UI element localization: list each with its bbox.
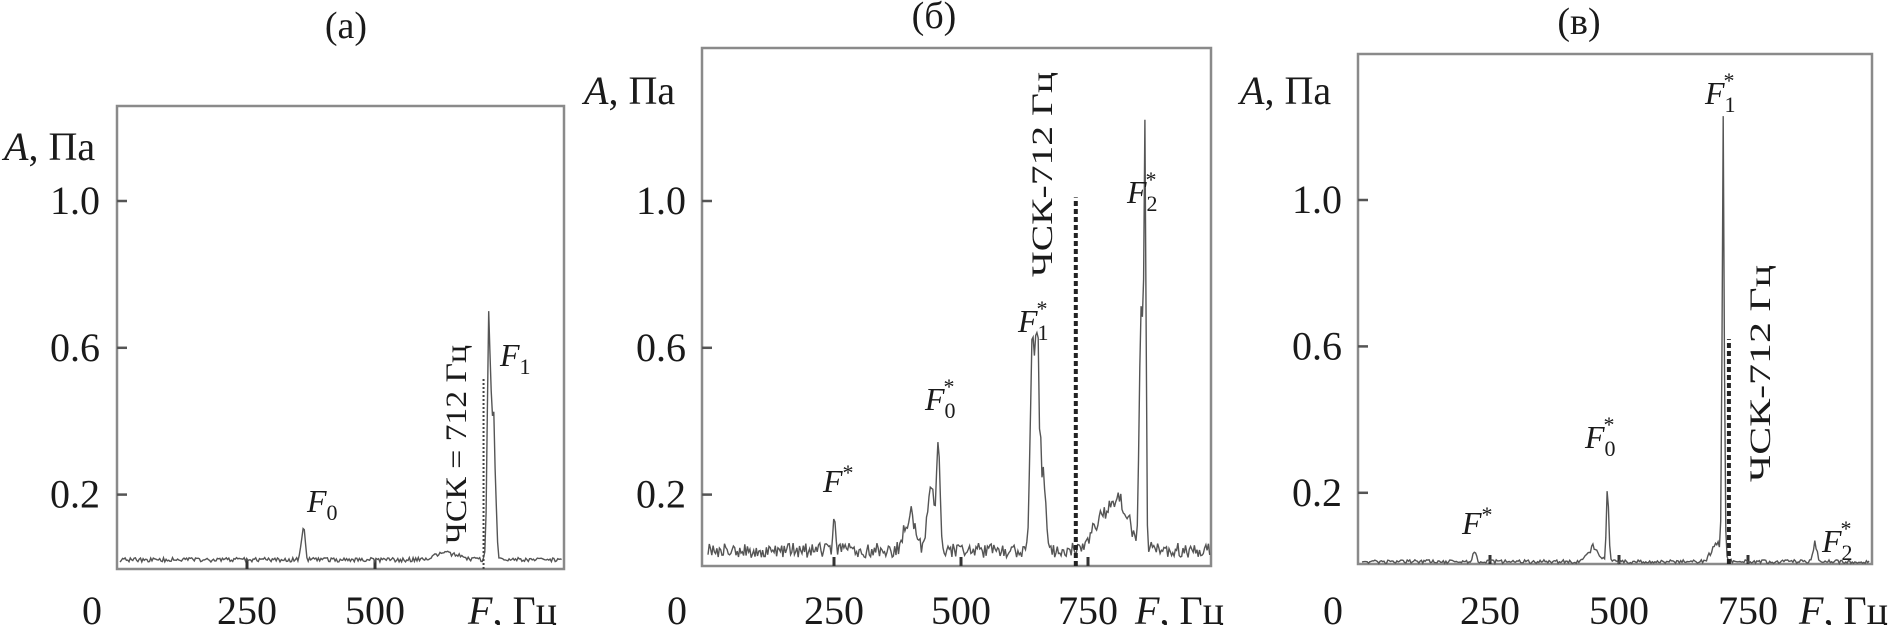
- chsk-marker-label: ЧСК-712 Гц: [1026, 72, 1059, 277]
- x-axis-label: F, Гц: [467, 588, 557, 625]
- peak-label-sup: *: [1037, 296, 1048, 321]
- x-axis-unit: , Гц: [1823, 588, 1888, 625]
- peak-label-base: F: [1461, 505, 1482, 541]
- y-axis-unit: , Па: [28, 124, 95, 169]
- origin-label: 0: [667, 588, 687, 625]
- peak-label-base: F: [924, 381, 945, 417]
- peak-label-base: F: [1821, 523, 1842, 559]
- peak-label-sup: *: [944, 374, 955, 399]
- peak-label-sub: 0: [945, 398, 956, 423]
- x-tick-label: 250: [217, 588, 277, 625]
- peak-label-base: F: [822, 463, 843, 499]
- y-tick-label: 1.0: [50, 178, 100, 223]
- peak-label-sub: 2: [1147, 191, 1158, 216]
- x-axis-label: F, Гц: [1798, 588, 1888, 625]
- peak-label: F0: [306, 483, 338, 525]
- peak-label: F2*: [1821, 516, 1853, 565]
- peak-label-sub: 1: [1038, 320, 1049, 345]
- y-axis-var: A: [1237, 68, 1265, 113]
- x-axis-var: F: [1134, 588, 1160, 625]
- peak-label-base: F: [1584, 419, 1605, 455]
- x-tick-label: 250: [1460, 588, 1520, 625]
- x-tick-label: 500: [345, 588, 405, 625]
- peak-label-sub: 1: [520, 354, 531, 379]
- panel-2: (в)A, Па1.00.60.20 250 500 750 F, ГцЧСК-712 …: [1237, 1, 1888, 625]
- peak-label-sup: *: [843, 460, 854, 485]
- peak-label: F1*: [1704, 68, 1736, 117]
- chsk-marker-label: ЧСК-712 Гц: [1744, 265, 1777, 482]
- plot-frame: [700, 46, 1213, 568]
- x-axis-unit: , Гц: [492, 588, 557, 625]
- y-tick-label: 0.6: [50, 325, 100, 370]
- peak-label-base: F: [1126, 174, 1147, 210]
- y-axis-var: A: [1, 124, 29, 169]
- x-axis-var: F: [467, 588, 493, 625]
- y-tick-label: 1.0: [636, 178, 686, 223]
- x-axis-label: F, Гц: [1134, 588, 1224, 625]
- peak-label: F*: [822, 460, 854, 499]
- peak-label-sub: 0: [1605, 436, 1616, 461]
- panel-1: (б)A, Па1.00.60.20 250 500 750 F, ГцЧСК-712 …: [581, 0, 1224, 625]
- plot-frame: [115, 104, 566, 571]
- peak-label: F0*: [924, 374, 956, 423]
- peak-label: F1*: [1017, 296, 1049, 345]
- x-tick-label: 500: [931, 588, 991, 625]
- peak-label-sup: *: [1482, 502, 1493, 527]
- peak-label-base: F: [306, 483, 327, 519]
- peak-label-base: F: [1704, 75, 1725, 111]
- peak-label-sub: 2: [1842, 540, 1853, 565]
- y-tick-label: 0.6: [1292, 323, 1342, 368]
- panel-title: (а): [325, 5, 367, 47]
- peak-label: F2*: [1126, 167, 1158, 216]
- y-tick-label: 0.2: [1292, 470, 1342, 515]
- panel-title: (б): [912, 0, 957, 37]
- y-axis-unit: , Па: [1264, 68, 1331, 113]
- x-axis-var: F: [1798, 588, 1824, 625]
- x-tick-label: 250: [804, 588, 864, 625]
- x-tick-label: 750: [1718, 588, 1778, 625]
- y-axis-label: A, Па: [1, 124, 95, 169]
- spectrum-line: [1361, 116, 1870, 566]
- origin-label: 0: [82, 588, 102, 625]
- peak-label-base: F: [1017, 303, 1038, 339]
- origin-label: 0: [1323, 588, 1343, 625]
- x-axis-unit: , Гц: [1159, 588, 1224, 625]
- y-axis-label: A, Па: [1237, 68, 1331, 113]
- x-tick-label: 750: [1058, 588, 1118, 625]
- spectrum-line: [707, 119, 1211, 560]
- y-tick-label: 0.2: [50, 472, 100, 517]
- peak-label: F0*: [1584, 412, 1616, 461]
- peak-label-sub: 0: [327, 500, 338, 525]
- peak-label-sup: *: [1724, 68, 1735, 93]
- chsk-marker-label: ЧСК = 712 Гц: [440, 345, 473, 544]
- peak-label-sup: *: [1146, 167, 1157, 192]
- plot-frame: [1356, 52, 1874, 566]
- y-tick-label: 0.6: [636, 325, 686, 370]
- panel-title: (в): [1557, 1, 1600, 43]
- y-axis-unit: , Па: [608, 68, 675, 113]
- y-axis-var: A: [581, 68, 609, 113]
- peak-label: F1: [499, 337, 531, 379]
- peak-label: F*: [1461, 502, 1493, 541]
- peak-label-sup: *: [1604, 412, 1615, 437]
- y-axis-label: A, Па: [581, 68, 675, 113]
- spectrum-line: [119, 311, 562, 564]
- x-tick-label: 500: [1589, 588, 1649, 625]
- y-tick-label: 0.2: [636, 472, 686, 517]
- peak-label-base: F: [499, 337, 520, 373]
- y-tick-label: 1.0: [1292, 177, 1342, 222]
- peak-label-sup: *: [1841, 516, 1852, 541]
- peak-label-sub: 1: [1725, 92, 1736, 117]
